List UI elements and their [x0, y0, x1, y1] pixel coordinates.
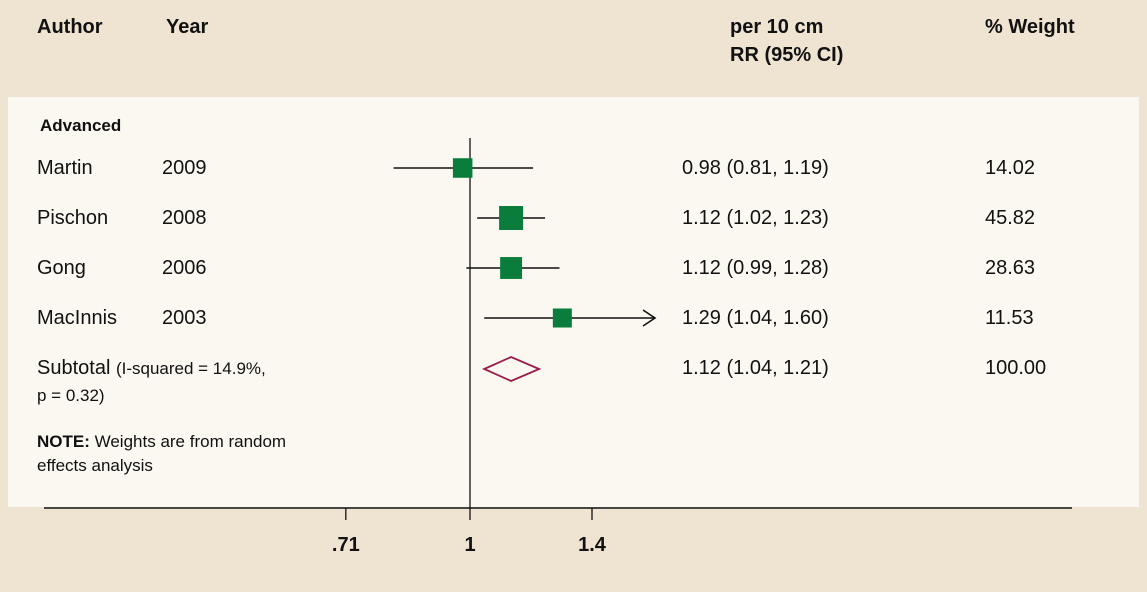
study-author: Martin: [37, 157, 93, 179]
point-estimate-square: [499, 206, 524, 230]
section-label: Advanced: [40, 116, 122, 135]
x-tick-label: .71: [332, 534, 360, 556]
point-estimate-square: [552, 308, 572, 328]
note-line2: effects analysis: [37, 456, 153, 475]
study-ci-text: 1.12 (0.99, 1.28): [682, 257, 829, 279]
study-weight: 11.53: [985, 307, 1034, 329]
x-tick-label: 1.4: [578, 534, 607, 556]
study-year: 2006: [162, 257, 207, 279]
study-author: Gong: [37, 257, 86, 279]
study-weight: 28.63: [985, 257, 1036, 279]
subtotal-stats-line1: (I-squared = 14.9%,: [115, 359, 266, 378]
study-weight: 45.82: [985, 207, 1036, 229]
study-ci-text: 0.98 (0.81, 1.19): [682, 157, 829, 179]
point-estimate-square: [452, 158, 473, 178]
subtotal-ci-text: 1.12 (1.04, 1.21): [682, 357, 829, 379]
study-year: 2008: [162, 207, 207, 229]
weight-header: % Weight: [985, 16, 1075, 38]
study-year: 2003: [162, 307, 207, 329]
point-estimate-square: [500, 257, 523, 279]
study-author: MacInnis: [37, 307, 118, 329]
subtotal-label-line1: Subtotal (I-squared = 14.9%,: [37, 357, 266, 380]
x-tick-label: 1: [464, 534, 475, 556]
subtotal-stats-line2: p = 0.32): [37, 386, 105, 405]
ci-arrow: [642, 309, 657, 327]
author-header: Author: [37, 16, 103, 38]
pooled-diamond: [482, 356, 542, 382]
note-text: Weights are from random: [89, 432, 287, 451]
study-author: Pischon: [37, 207, 109, 229]
plot-panel: [8, 97, 1139, 507]
study-ci-text: 1.29 (1.04, 1.60): [682, 307, 829, 329]
subtotal-label: Subtotal: [37, 357, 111, 379]
note-line1: NOTE: Weights are from random: [37, 432, 286, 452]
study-weight: 14.02: [985, 157, 1036, 179]
year-header: Year: [166, 16, 209, 38]
effect-header-line1: per 10 cm: [730, 16, 824, 38]
study-ci-text: 1.12 (1.02, 1.23): [682, 207, 829, 229]
subtotal-weight: 100.00: [985, 357, 1047, 379]
note-prefix: NOTE:: [37, 432, 90, 451]
effect-header-line2: RR (95% CI): [730, 44, 844, 66]
study-year: 2009: [162, 157, 207, 179]
